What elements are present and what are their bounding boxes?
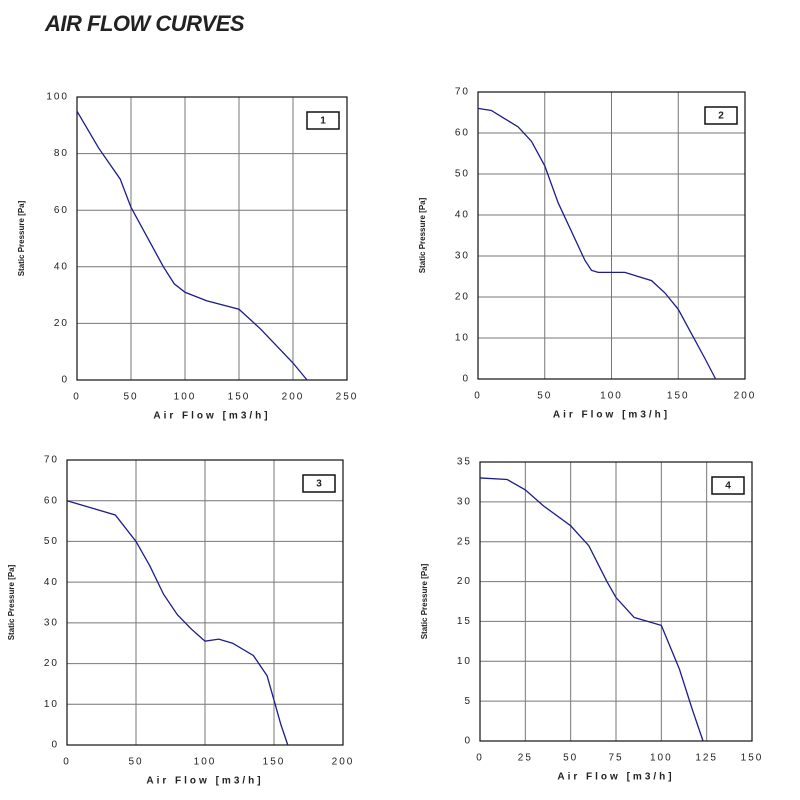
x-tick-label: 125 bbox=[695, 753, 718, 764]
x-tick-label: 75 bbox=[608, 753, 623, 764]
y-tick-label: 50 bbox=[44, 536, 59, 547]
y-tick-label: 30 bbox=[457, 496, 472, 507]
y-tick-label: 40 bbox=[455, 210, 470, 221]
x-tick-label: 200 bbox=[332, 757, 355, 768]
x-axis-label: Air Flow [m3/h] bbox=[146, 776, 263, 787]
x-tick-label: 0 bbox=[474, 391, 482, 402]
x-tick-label: 150 bbox=[667, 391, 690, 402]
y-tick-label: 10 bbox=[44, 699, 59, 710]
x-tick-label: 200 bbox=[734, 391, 757, 402]
x-tick-label: 250 bbox=[336, 392, 359, 403]
page-title: AIR FLOW CURVES bbox=[44, 11, 245, 36]
y-tick-label: 30 bbox=[455, 251, 470, 262]
y-tick-label: 20 bbox=[457, 576, 472, 587]
x-tick-label: 0 bbox=[476, 753, 484, 764]
y-tick-label: 5 bbox=[464, 696, 472, 707]
plot-frame bbox=[479, 461, 753, 742]
plot-frame bbox=[76, 96, 348, 381]
x-tick-label: 100 bbox=[194, 757, 217, 768]
y-axis-label: Static Pressure [Pa] bbox=[17, 200, 26, 276]
x-tick-label: 0 bbox=[73, 392, 81, 403]
x-tick-label: 100 bbox=[174, 392, 197, 403]
x-tick-label: 100 bbox=[600, 391, 623, 402]
annotation: 3 bbox=[316, 479, 322, 490]
annotation-box bbox=[306, 111, 340, 130]
y-tick-label: 100 bbox=[46, 92, 69, 103]
y-axis-label: Static Pressure [Pa] bbox=[7, 564, 16, 640]
y-tick-label: 20 bbox=[54, 318, 69, 329]
x-axis-label: Air Flow [m3/h] bbox=[153, 411, 270, 422]
y-tick-label: 20 bbox=[455, 292, 470, 303]
y-tick-label: 15 bbox=[457, 616, 472, 627]
y-tick-label: 40 bbox=[44, 577, 59, 588]
plot-frame bbox=[66, 459, 344, 746]
annotation: 1 bbox=[320, 116, 326, 127]
y-tick-label: 0 bbox=[51, 740, 59, 751]
y-tick-label: 60 bbox=[44, 495, 59, 506]
y-tick-label: 35 bbox=[457, 457, 472, 468]
y-tick-label: 80 bbox=[54, 148, 69, 159]
x-tick-label: 50 bbox=[123, 392, 138, 403]
annotation: 2 bbox=[718, 111, 724, 122]
y-tick-label: 10 bbox=[455, 333, 470, 344]
y-tick-label: 50 bbox=[455, 169, 470, 180]
y-axis-label: Static Pressure [Pa] bbox=[418, 197, 427, 273]
y-tick-label: 40 bbox=[54, 261, 69, 272]
y-tick-label: 70 bbox=[455, 87, 470, 98]
x-tick-label: 50 bbox=[563, 753, 578, 764]
x-tick-label: 0 bbox=[63, 757, 71, 768]
y-tick-label: 25 bbox=[457, 536, 472, 547]
y-tick-label: 0 bbox=[61, 375, 69, 386]
y-tick-label: 10 bbox=[457, 656, 472, 667]
y-tick-label: 30 bbox=[44, 617, 59, 628]
x-tick-label: 150 bbox=[263, 757, 286, 768]
x-tick-label: 150 bbox=[741, 753, 764, 764]
x-axis-label: Air Flow [m3/h] bbox=[557, 772, 674, 783]
x-tick-label: 150 bbox=[228, 392, 251, 403]
x-tick-label: 25 bbox=[518, 753, 533, 764]
y-tick-label: 20 bbox=[44, 658, 59, 669]
curve bbox=[66, 500, 289, 746]
y-tick-label: 60 bbox=[455, 128, 470, 139]
x-tick-label: 50 bbox=[128, 757, 143, 768]
curve bbox=[76, 110, 308, 381]
annotation-box bbox=[711, 476, 745, 495]
y-axis-label: Static Pressure [Pa] bbox=[420, 563, 429, 639]
x-tick-label: 100 bbox=[650, 753, 673, 764]
annotation: 4 bbox=[725, 481, 731, 492]
x-tick-label: 50 bbox=[537, 391, 552, 402]
y-tick-label: 0 bbox=[462, 374, 470, 385]
curve bbox=[479, 477, 704, 742]
curve bbox=[477, 107, 717, 380]
annotation-box bbox=[302, 474, 336, 493]
y-tick-label: 60 bbox=[54, 205, 69, 216]
x-tick-label: 200 bbox=[282, 392, 305, 403]
plot-frame bbox=[477, 91, 746, 380]
y-tick-label: 70 bbox=[44, 455, 59, 466]
y-tick-label: 0 bbox=[464, 736, 472, 747]
x-axis-label: Air Flow [m3/h] bbox=[553, 410, 670, 421]
annotation-box bbox=[704, 106, 738, 125]
